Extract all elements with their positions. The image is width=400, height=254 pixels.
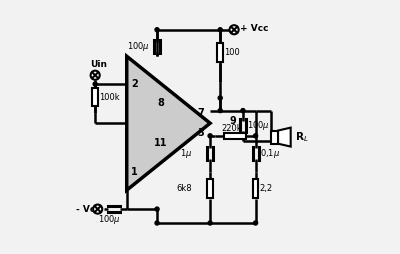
Text: 2,2: 2,2	[260, 184, 273, 193]
Circle shape	[254, 221, 258, 225]
Circle shape	[230, 25, 239, 34]
Circle shape	[254, 134, 258, 138]
Circle shape	[155, 207, 159, 211]
Text: 1$\mu$: 1$\mu$	[180, 147, 192, 160]
Text: R$_L$: R$_L$	[295, 130, 308, 144]
Circle shape	[218, 96, 222, 100]
Text: 100$\mu$: 100$\mu$	[98, 213, 120, 226]
Circle shape	[91, 71, 100, 80]
Text: 11: 11	[154, 138, 168, 148]
Bar	[218, 43, 223, 62]
Text: 8: 8	[158, 98, 164, 108]
Text: 6k8: 6k8	[176, 184, 192, 193]
Text: 100$\mu$: 100$\mu$	[127, 40, 150, 53]
Text: 100k: 100k	[100, 93, 120, 102]
Text: 220k: 220k	[221, 123, 242, 133]
Text: 3: 3	[197, 128, 204, 138]
Bar	[253, 179, 258, 198]
Text: + Vcc: + Vcc	[240, 24, 268, 34]
Bar	[271, 131, 278, 144]
Circle shape	[218, 28, 222, 32]
Circle shape	[208, 134, 212, 138]
Polygon shape	[127, 56, 210, 190]
Text: - Vcc: - Vcc	[76, 205, 101, 214]
Text: Uin: Uin	[90, 60, 107, 69]
Circle shape	[93, 204, 102, 214]
Bar	[224, 133, 246, 139]
Text: 2: 2	[131, 79, 138, 89]
Text: 0,1$\mu$: 0,1$\mu$	[260, 147, 280, 160]
Text: 1: 1	[131, 167, 138, 178]
Text: 9: 9	[229, 116, 236, 126]
Bar	[207, 179, 213, 198]
Circle shape	[218, 108, 222, 113]
Circle shape	[93, 82, 97, 86]
Circle shape	[155, 221, 159, 225]
Text: 100$\mu$: 100$\mu$	[247, 119, 270, 132]
Bar	[92, 88, 98, 106]
Polygon shape	[278, 128, 291, 147]
Text: 100: 100	[224, 48, 240, 57]
Circle shape	[208, 221, 212, 225]
Circle shape	[241, 108, 245, 113]
Text: 7: 7	[197, 108, 204, 118]
Circle shape	[155, 28, 159, 32]
